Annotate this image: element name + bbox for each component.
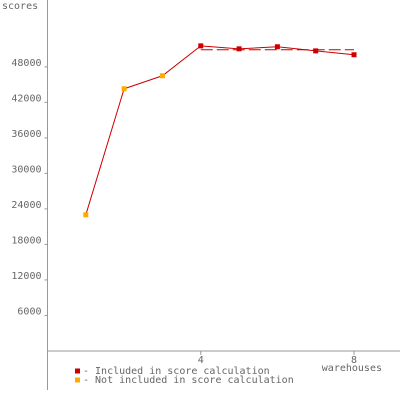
x-tick-label: 4 <box>198 355 204 366</box>
y-tick-label: 42000 <box>11 93 41 104</box>
legend-swatch <box>75 368 80 374</box>
y-axis-label: scores <box>2 1 38 12</box>
y-tick-label: 12000 <box>11 271 41 282</box>
legend-swatch <box>75 377 80 383</box>
x-axis-label: warehouses <box>322 363 382 374</box>
legend-label: - Included in score calculation <box>83 366 270 377</box>
data-point <box>83 212 89 218</box>
y-tick-label: 36000 <box>11 129 41 140</box>
data-point <box>313 48 319 54</box>
y-tick-label: 6000 <box>17 306 41 317</box>
data-point <box>159 73 165 79</box>
y-tick-label: 18000 <box>11 235 41 246</box>
y-tick-label: 48000 <box>11 58 41 69</box>
y-tick-label: 30000 <box>11 164 41 175</box>
x-tick-label: 8 <box>351 355 357 366</box>
data-point <box>198 43 204 49</box>
data-point <box>121 86 127 92</box>
legend-label: - Not included in score calculation <box>83 375 294 386</box>
data-point <box>351 52 357 58</box>
data-point <box>236 46 242 52</box>
data-line <box>85 45 355 215</box>
data-point <box>274 44 280 50</box>
y-tick-label: 24000 <box>11 200 41 211</box>
